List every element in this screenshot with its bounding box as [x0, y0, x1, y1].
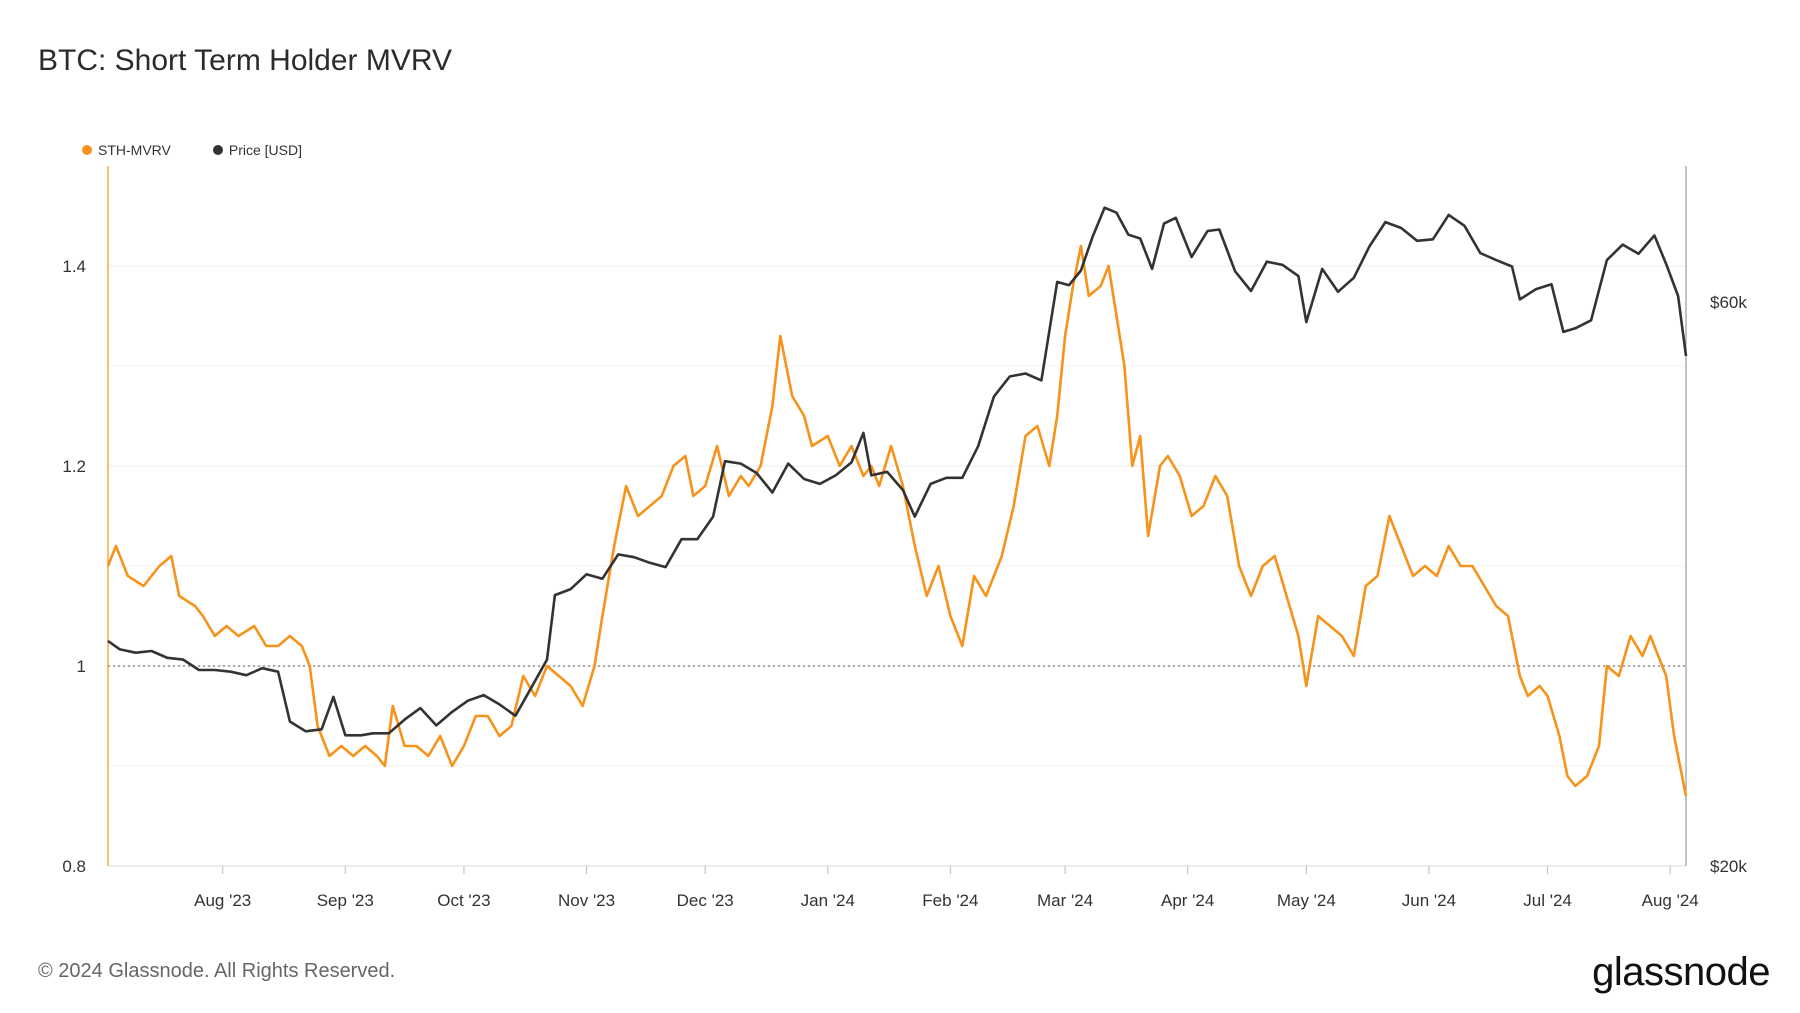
x-tick-label: Oct '23: [437, 891, 490, 910]
x-tick-label: Nov '23: [558, 891, 615, 910]
y-left-tick-label: 0.8: [62, 857, 86, 876]
price-line: [107, 206, 1688, 737]
legend-label-sth-mvrv: STH-MVRV: [98, 142, 171, 158]
legend-item-sth-mvrv[interactable]: STH-MVRV: [82, 142, 171, 158]
x-tick-label: Jan '24: [801, 891, 855, 910]
legend-label-price: Price [USD]: [228, 142, 302, 158]
x-tick-label: Mar '24: [1037, 891, 1093, 910]
x-tick-label: Sep '23: [317, 891, 374, 910]
y-left-tick-label: 1: [77, 657, 86, 676]
glassnode-logo: glassnode: [1592, 950, 1770, 994]
x-tick-label: Dec '23: [677, 891, 734, 910]
chart-title: BTC: Short Term Holder MVRV: [38, 44, 453, 77]
copyright-notice: © 2024 Glassnode. All Rights Reserved.: [38, 960, 396, 982]
grid-layer: [108, 265, 1686, 867]
x-tick-label: Aug '23: [194, 891, 251, 910]
sth-mvrv-line: [106, 244, 1688, 797]
legend-swatch-sth-mvrv: [82, 145, 92, 155]
x-tick-label: Jul '24: [1523, 891, 1572, 910]
y-right-tick-label: $20k: [1710, 857, 1747, 876]
x-tick-label: Jun '24: [1402, 891, 1456, 910]
series-layer: [106, 206, 1688, 797]
labels-layer: 1.4 1.2 1 0.8 $60k $20k Aug '23 Sep '23 Oct '23 N…: [62, 257, 1747, 910]
legend-item-price[interactable]: Price [USD]: [212, 142, 302, 158]
y-left-tick-label: 1.2: [62, 457, 86, 476]
x-tick-label: Feb '24: [922, 891, 978, 910]
x-tick-label: Aug '24: [1642, 891, 1699, 910]
y-right-tick-label: $60k: [1710, 293, 1747, 312]
y-left-tick-label: 1.4: [62, 257, 86, 276]
legend-swatch-price: [212, 145, 223, 155]
axes-layer: [107, 166, 1687, 874]
chart-legend: STH-MVRV Price [USD]: [82, 142, 302, 158]
x-tick-label: Apr '24: [1161, 891, 1214, 910]
x-tick-label: May '24: [1277, 891, 1336, 910]
